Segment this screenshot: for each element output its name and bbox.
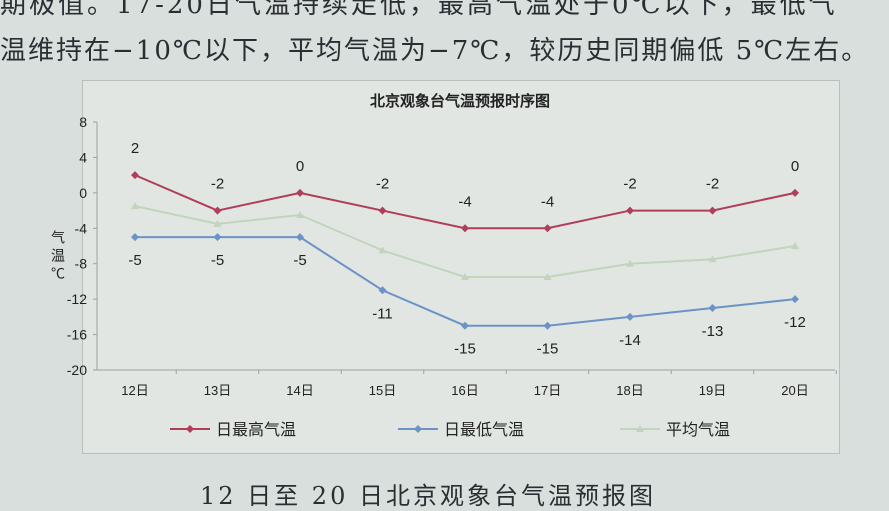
- data-point: [213, 206, 222, 215]
- x-tick-label: 20日: [781, 383, 808, 398]
- data-label: 0: [791, 158, 799, 175]
- data-point: [213, 219, 222, 227]
- data-point: [543, 224, 552, 233]
- data-point: [708, 206, 717, 215]
- legend-label: 日最高气温: [216, 421, 296, 439]
- chart-frame: [82, 80, 840, 454]
- data-label: -12: [784, 314, 806, 331]
- data-label: -2: [376, 176, 389, 193]
- data-point: [791, 295, 799, 304]
- series-line-1: [135, 236, 796, 327]
- data-point: [213, 233, 222, 242]
- figure-caption: 12 日至 20 日北京观象台气温预报图: [200, 482, 656, 510]
- x-tick-label: 19日: [699, 383, 726, 398]
- data-label: -15: [537, 341, 559, 358]
- y-tick-label: 8: [79, 114, 87, 130]
- data-label: -14: [619, 332, 641, 349]
- y-tick-label: -4: [75, 220, 88, 236]
- data-label: -5: [211, 252, 224, 269]
- data-point: [708, 255, 717, 263]
- chart-title: 北京观象台气温预报时序图: [370, 92, 550, 110]
- legend-marker: [186, 425, 194, 433]
- legend-label: 平均气温: [666, 421, 730, 439]
- data-point: [461, 273, 469, 280]
- y-tick-label: -16: [67, 327, 87, 343]
- x-tick-label: 18日: [616, 383, 643, 398]
- data-label: -2: [706, 176, 719, 193]
- data-label: -5: [128, 252, 141, 269]
- data-point: [378, 246, 387, 254]
- data-point: [378, 206, 387, 215]
- data-label: 0: [296, 158, 304, 175]
- data-point: [626, 312, 634, 321]
- data-label: 2: [131, 140, 139, 157]
- body-text-line-2: 温维持在−10℃以下，平均气温为−7℃，较历史同期偏低 5℃左右。: [0, 36, 870, 66]
- x-tick-label: 12日: [121, 383, 148, 398]
- data-label: -2: [623, 176, 636, 193]
- y-axis-label: 气温℃: [50, 230, 66, 284]
- x-tick-label: 15日: [369, 383, 396, 398]
- x-tick-label: 17日: [534, 383, 561, 398]
- data-point: [378, 286, 387, 295]
- legend-marker: [636, 425, 644, 432]
- data-label: -11: [372, 305, 393, 322]
- data-point: [296, 188, 304, 197]
- y-tick-label: 4: [79, 149, 87, 165]
- x-tick-label: 13日: [204, 383, 231, 398]
- data-point: [461, 224, 469, 233]
- data-label: -15: [454, 341, 476, 358]
- data-point: [543, 321, 552, 330]
- data-point: [461, 321, 469, 330]
- x-tick-label: 16日: [451, 383, 478, 398]
- data-label: -13: [702, 323, 724, 340]
- data-point: [791, 188, 799, 197]
- data-point: [791, 242, 799, 249]
- body-text-line-1: 期极值。17-20日气温持续走低，最高气温处于0℃以下，最低气: [0, 0, 838, 20]
- series-line-2: [134, 205, 796, 278]
- data-point: [708, 304, 717, 312]
- y-tick-label: -20: [67, 362, 87, 378]
- y-tick-label: -12: [67, 291, 87, 307]
- data-point: [131, 171, 139, 180]
- data-label: -2: [211, 176, 224, 193]
- x-tick-label: 14日: [286, 383, 313, 398]
- data-label: -4: [541, 193, 554, 210]
- data-point: [543, 273, 552, 280]
- data-label: -4: [458, 193, 471, 210]
- data-point: [296, 233, 304, 242]
- y-tick-label: 0: [79, 185, 87, 201]
- data-point: [296, 211, 304, 218]
- data-point: [626, 259, 634, 267]
- data-point: [131, 202, 139, 210]
- data-point: [131, 233, 139, 242]
- data-point: [626, 206, 634, 215]
- data-label: -5: [293, 252, 306, 269]
- y-tick-label: -8: [75, 256, 88, 272]
- legend-marker: [414, 425, 422, 433]
- legend-label: 日最低气温: [444, 421, 524, 439]
